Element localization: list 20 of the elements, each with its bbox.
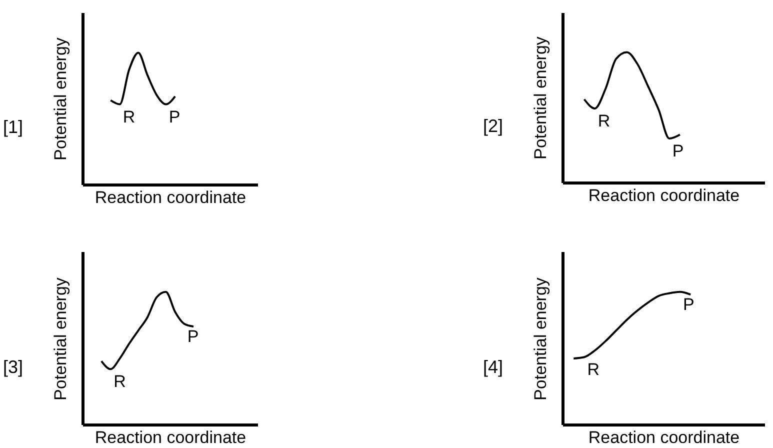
x-axis-title: Reaction coordinate (587, 428, 741, 448)
text: [1] (3, 117, 24, 138)
annotation: R (114, 372, 126, 392)
annotation: P (168, 107, 180, 126)
text: [3] (3, 356, 24, 378)
x-axis-title: Reaction coordinate (94, 428, 248, 448)
y-axis-title: Potential energy (531, 36, 551, 162)
x-axis-title: Reaction coordinate (587, 186, 741, 206)
annotation: P (672, 142, 684, 161)
annotation: R (122, 107, 136, 126)
x-axis-title: Reaction coordinate (94, 188, 248, 208)
text: [2] (483, 116, 504, 137)
text: [4] (483, 356, 504, 378)
y-axis-title: Potential energy (51, 36, 71, 162)
annotation: P (187, 326, 199, 346)
y-axis-title: Potential energy (531, 276, 551, 402)
annotation: P (682, 294, 694, 314)
annotation: R (587, 360, 600, 380)
annotation: R (598, 111, 610, 130)
y-axis-title: Potential energy (51, 276, 71, 402)
